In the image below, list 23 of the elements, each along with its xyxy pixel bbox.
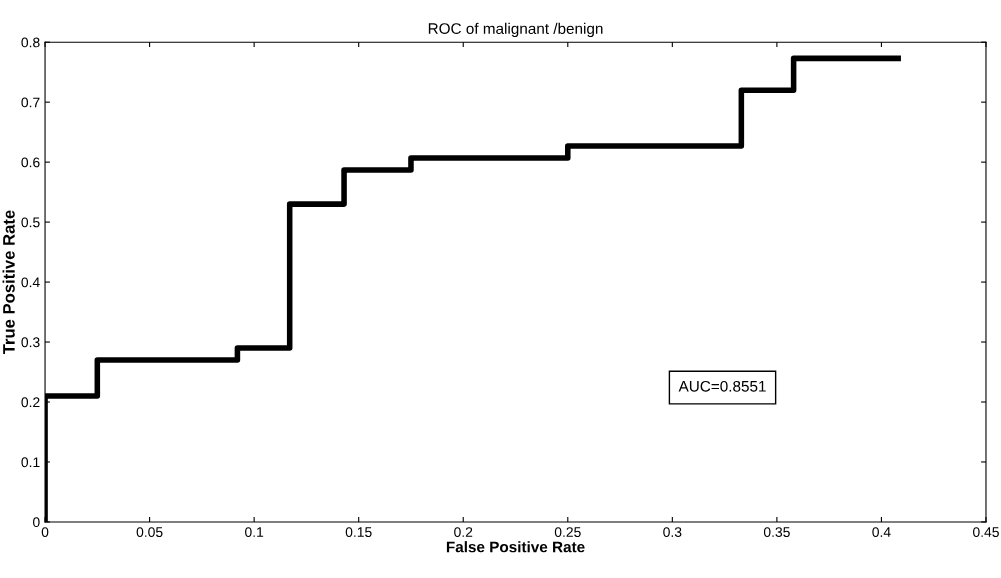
x-tick-label: 0.25 [554, 527, 581, 537]
y-tick-label: 0 [33, 517, 40, 528]
x-tick-label: 0.35 [763, 527, 790, 537]
y-tick-label: 0.5 [21, 217, 40, 228]
y-tick-label: 0.2 [21, 397, 40, 408]
y-tick-label: 0.8 [21, 37, 40, 48]
y-tick-label: 0.7 [21, 97, 40, 108]
annotation: AUC=0.8551 [678, 380, 766, 392]
y-tick-label: 0.1 [21, 457, 40, 468]
x-tick-label: 0.15 [345, 527, 372, 537]
chart-title: ROC of malignant /benign [428, 22, 603, 38]
y-tick-label: 0.3 [21, 337, 40, 348]
x-tick-label: 0.3 [663, 527, 682, 537]
x-tick-label: 0.1 [245, 527, 264, 537]
x-tick-label: 0.2 [454, 527, 473, 537]
x-tick-label: 0.05 [136, 527, 163, 537]
x-axis-title: False Positive Rate [446, 541, 585, 553]
y-tick-label: 0.6 [21, 157, 40, 168]
x-tick-label: 0.45 [973, 527, 999, 537]
x-tick-label: 0.4 [872, 527, 891, 537]
y-axis-title: True Positive Rate [2, 210, 15, 355]
y-tick-label: 0.4 [21, 277, 40, 288]
x-tick-label: 0 [41, 527, 49, 537]
